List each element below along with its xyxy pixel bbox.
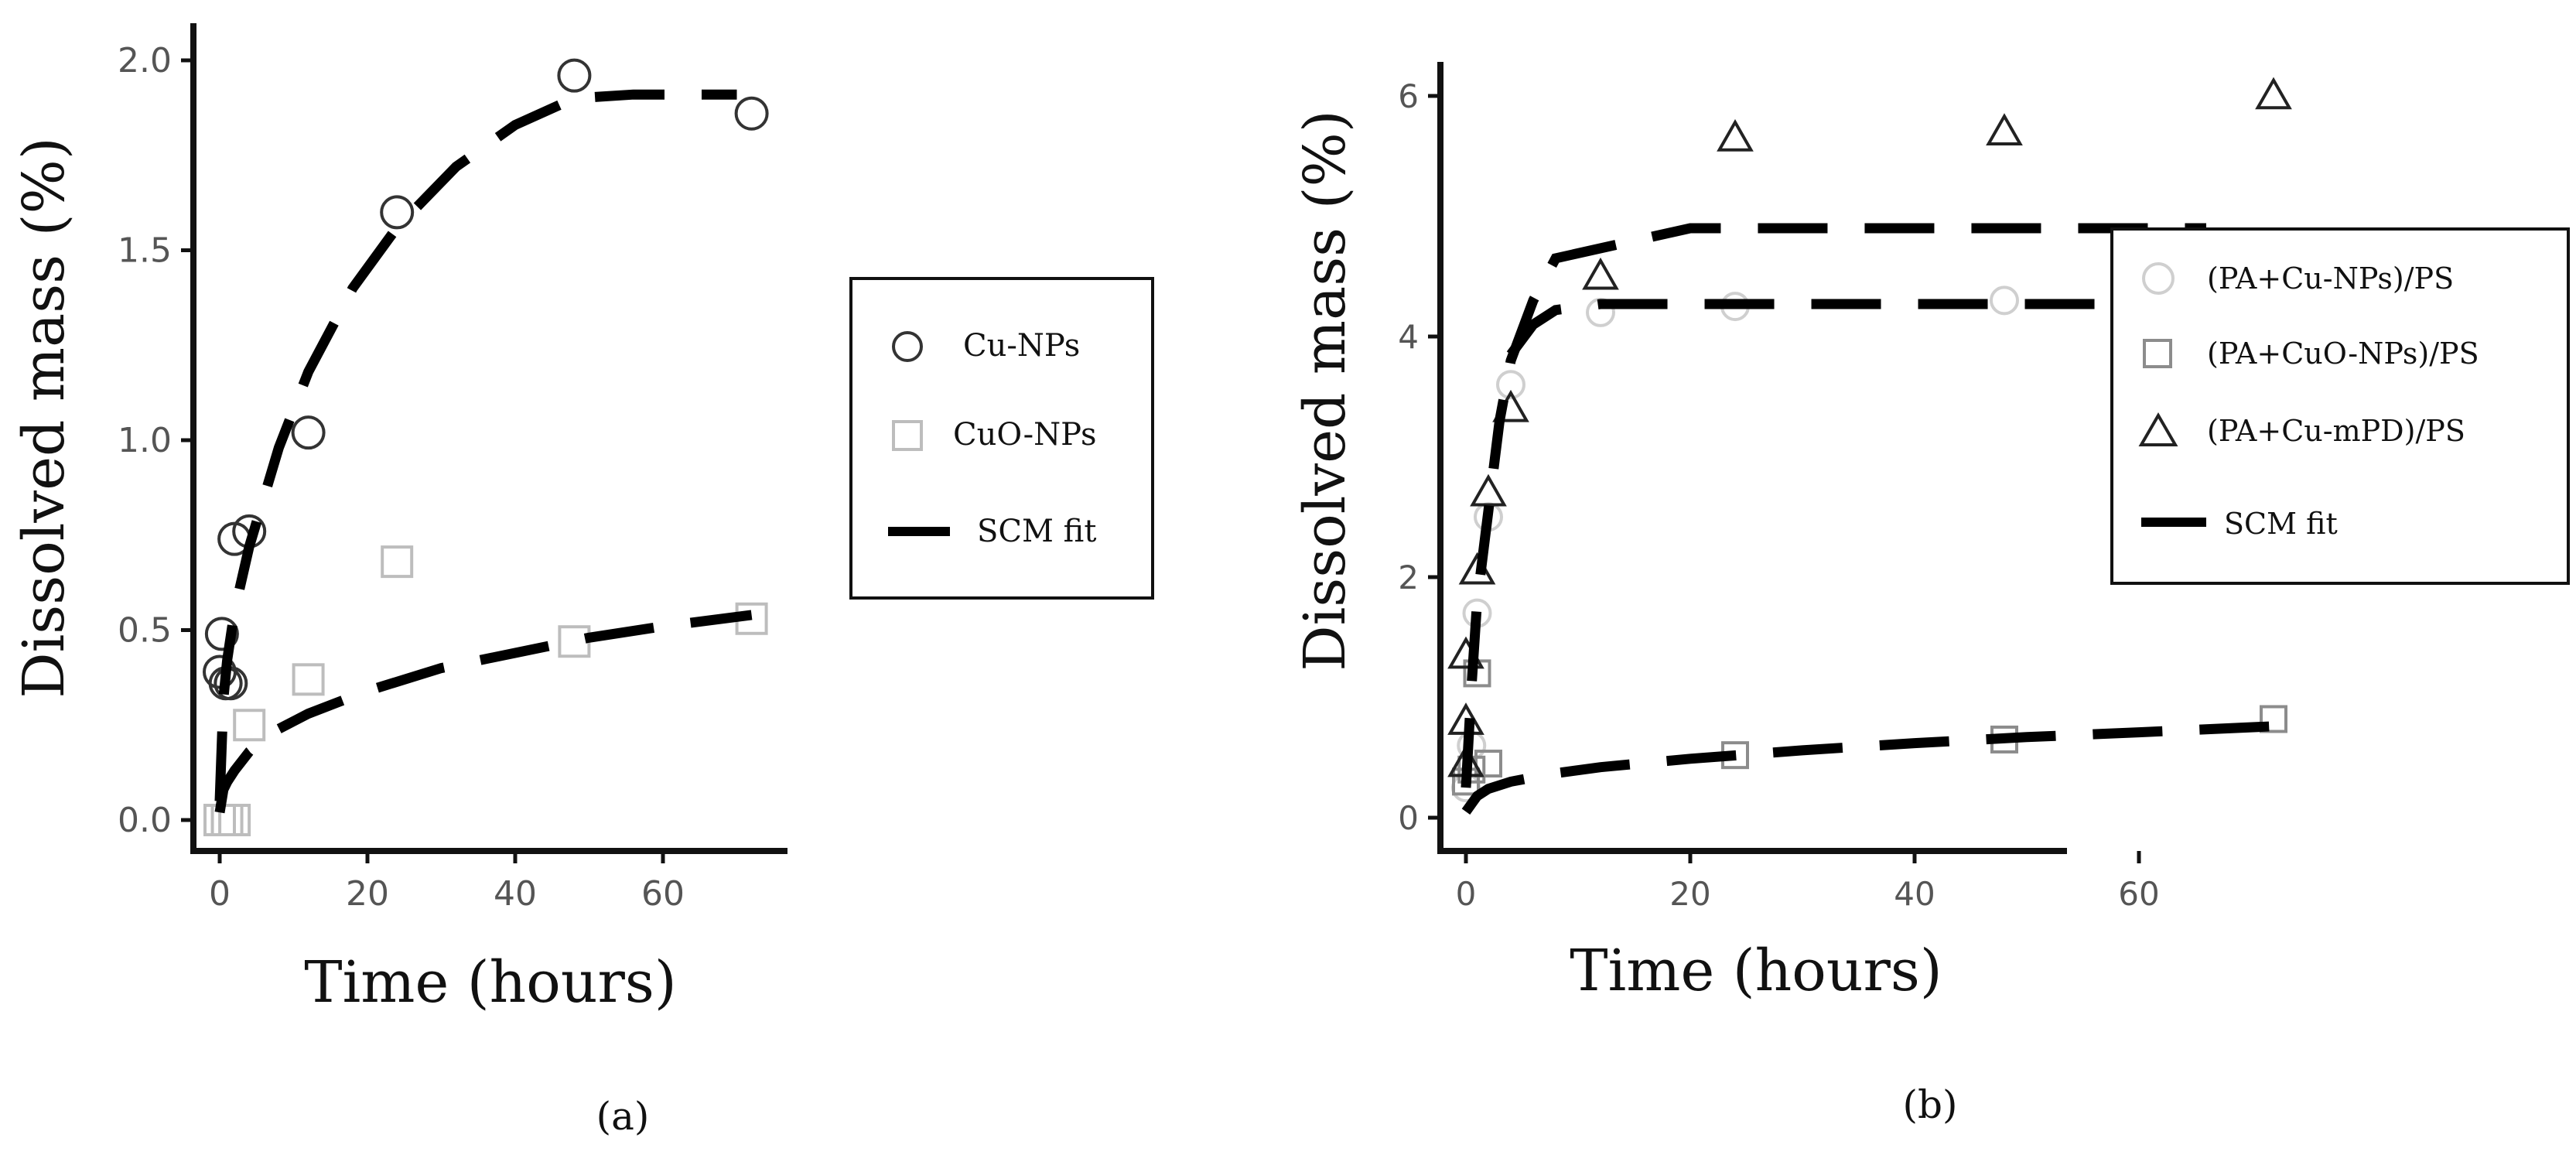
panel-b-point-pa-cu-mpd-ps <box>1986 113 2023 145</box>
panel-b-point-pa-cu-mpd-ps <box>1470 473 1507 507</box>
panel-b-chart: 0 20 40 60 0 2 4 6 Time (hours) Dissolved mass … <box>1292 62 2570 1127</box>
panel-b-point-pa-cuo-nps-ps <box>2260 705 2287 733</box>
panel-b-point-pa-cu-nps-ps <box>1496 370 1525 400</box>
panel-b-ticks: 0 20 40 60 0 2 4 6 <box>1398 77 2159 913</box>
panel-a-ytick-label: 0.0 <box>118 801 172 840</box>
panel-b-legend: (PA+Cu-NPs)/PS (PA+CuO-NPs)/PS (PA+Cu-mP… <box>2110 227 2570 585</box>
panel-b-data-layer <box>1447 77 2292 815</box>
panel-b-xtick-label: 40 <box>1894 875 1935 913</box>
panel-a-scm-fit-curve <box>214 610 753 814</box>
panel-a-xtick-label: 40 <box>494 874 537 914</box>
panel-a-point-cuo-nps <box>381 545 414 579</box>
panel-b-ytick-label: 2 <box>1398 559 1419 596</box>
panel-a-data-layer <box>203 58 769 836</box>
panel-b-ytick-label: 0 <box>1398 799 1419 837</box>
legend-cu-nps-label: Cu-NPs <box>963 328 1080 364</box>
panel-b-scm-fit-curve <box>1461 223 2206 788</box>
legend-pa-cu-nps-label: (PA+Cu-NPs)/PS <box>2207 261 2454 296</box>
panel-a-scm-fit-curve <box>214 89 737 801</box>
panel-a-point-cu-nps <box>734 96 769 131</box>
panel-a-legend-box <box>849 277 1154 600</box>
panel-b-point-pa-cu-mpd-ps <box>1717 118 1754 152</box>
legend-pa-cu-nps-marker <box>2142 262 2175 295</box>
panel-a-ytick-label: 1.0 <box>118 421 172 460</box>
panel-b-scm-fit-curve <box>1461 721 2274 815</box>
legend-pa-cuo-nps-marker <box>2143 339 2172 368</box>
legend-pa-cu-mpd-marker <box>2138 412 2178 446</box>
panel-a-point-cuo-nps <box>218 804 251 836</box>
panel-a-point-cu-nps <box>291 415 326 450</box>
panel-a-chart: 0 20 40 60 0.0 0.5 1.0 1.5 2.0 Time (hours) Diss… <box>11 23 1154 1139</box>
legend-cuo-nps-marker <box>892 420 923 451</box>
legend-scm-fit-label: SCM fit <box>977 514 1096 549</box>
panel-b-scm-fit-curve <box>1506 299 2274 358</box>
panel-b-xtick-label: 60 <box>2118 875 2159 913</box>
panel-b-point-pa-cu-mpd-ps <box>1582 257 1619 290</box>
panel-a-point-cu-nps <box>204 617 239 651</box>
panel-a-xtick-label: 0 <box>209 874 231 914</box>
panel-b-point-pa-cu-nps-ps <box>1990 285 2019 316</box>
panel-a-point-cuo-nps <box>558 625 591 658</box>
panel-a-ytick-label: 1.5 <box>118 231 172 271</box>
legend-cuo-nps-label: CuO-NPs <box>953 417 1097 453</box>
panel-a-x-axis-label: Time (hours) <box>304 949 676 1016</box>
panel-b-xtick-label: 20 <box>1669 875 1710 913</box>
panel-a-legend: Cu-NPs CuO-NPs SCM fit <box>849 277 1154 600</box>
panel-a-label: (a) <box>596 1094 650 1139</box>
panel-b-ytick-label: 4 <box>1398 318 1419 356</box>
legend-scm-fit-label-b: SCM fit <box>2224 507 2338 541</box>
panel-a-point-cuo-nps <box>292 663 325 696</box>
legend-pa-cu-mpd-label: (PA+Cu-mPD)/PS <box>2207 414 2465 448</box>
panel-a-ticks: 0 20 40 60 0.0 0.5 1.0 1.5 2.0 <box>118 41 685 914</box>
panel-a-ytick-label: 2.0 <box>118 41 172 80</box>
panel-a-point-cu-nps <box>557 58 592 93</box>
panel-a-point-cuo-nps <box>233 709 266 742</box>
panel-a-y-axis-label: Dissolved mass (%) <box>11 137 77 698</box>
panel-a-ytick-label: 0.5 <box>118 611 172 651</box>
panel-b-xtick-label: 0 <box>1456 875 1477 913</box>
panel-b-x-axis-label: Time (hours) <box>1570 938 1942 1004</box>
legend-pa-cuo-nps-label: (PA+CuO-NPs)/PS <box>2207 337 2479 371</box>
panel-b-ytick-label: 6 <box>1398 77 1419 115</box>
panel-a-xtick-label: 20 <box>346 874 389 914</box>
panel-b-point-pa-cu-mpd-ps <box>2255 77 2292 110</box>
panel-a-point-cu-nps <box>380 195 415 230</box>
panel-b-y-axis-label: Dissolved mass (%) <box>1292 110 1358 671</box>
panel-b-label: (b) <box>1902 1082 1957 1127</box>
panel-a-xtick-label: 60 <box>641 874 685 914</box>
legend-cu-nps-marker <box>892 331 923 362</box>
